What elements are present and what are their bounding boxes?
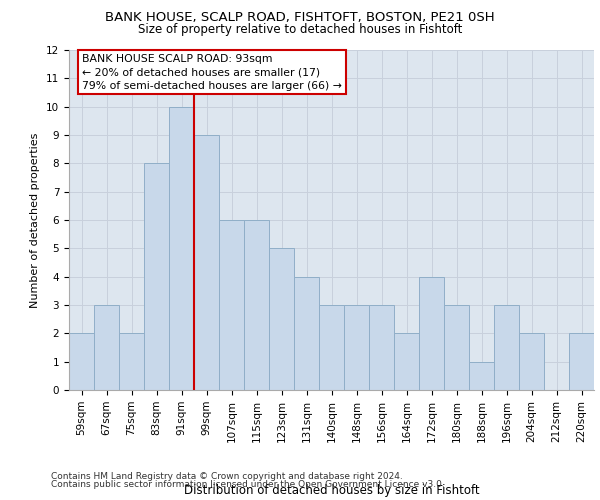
Bar [94, 305, 119, 390]
Y-axis label: Number of detached properties: Number of detached properties [31, 132, 40, 308]
Bar [169, 106, 194, 390]
Bar [419, 276, 444, 390]
Bar [469, 362, 494, 390]
Text: Contains public sector information licensed under the Open Government Licence v3: Contains public sector information licen… [51, 480, 445, 489]
Text: BANK HOUSE, SCALP ROAD, FISHTOFT, BOSTON, PE21 0SH: BANK HOUSE, SCALP ROAD, FISHTOFT, BOSTON… [105, 11, 495, 24]
Bar [569, 334, 594, 390]
Bar [269, 248, 294, 390]
Text: BANK HOUSE SCALP ROAD: 93sqm
← 20% of detached houses are smaller (17)
79% of se: BANK HOUSE SCALP ROAD: 93sqm ← 20% of de… [82, 54, 342, 90]
Bar [444, 305, 469, 390]
Bar [294, 276, 319, 390]
Bar [394, 334, 419, 390]
Bar [69, 334, 94, 390]
Text: Size of property relative to detached houses in Fishtoft: Size of property relative to detached ho… [138, 22, 462, 36]
Bar [219, 220, 244, 390]
X-axis label: Distribution of detached houses by size in Fishtoft: Distribution of detached houses by size … [184, 484, 479, 496]
Bar [344, 305, 369, 390]
Text: Contains HM Land Registry data © Crown copyright and database right 2024.: Contains HM Land Registry data © Crown c… [51, 472, 403, 481]
Bar [144, 164, 169, 390]
Bar [519, 334, 544, 390]
Bar [244, 220, 269, 390]
Bar [369, 305, 394, 390]
Bar [119, 334, 144, 390]
Bar [319, 305, 344, 390]
Bar [194, 135, 219, 390]
Bar [494, 305, 519, 390]
